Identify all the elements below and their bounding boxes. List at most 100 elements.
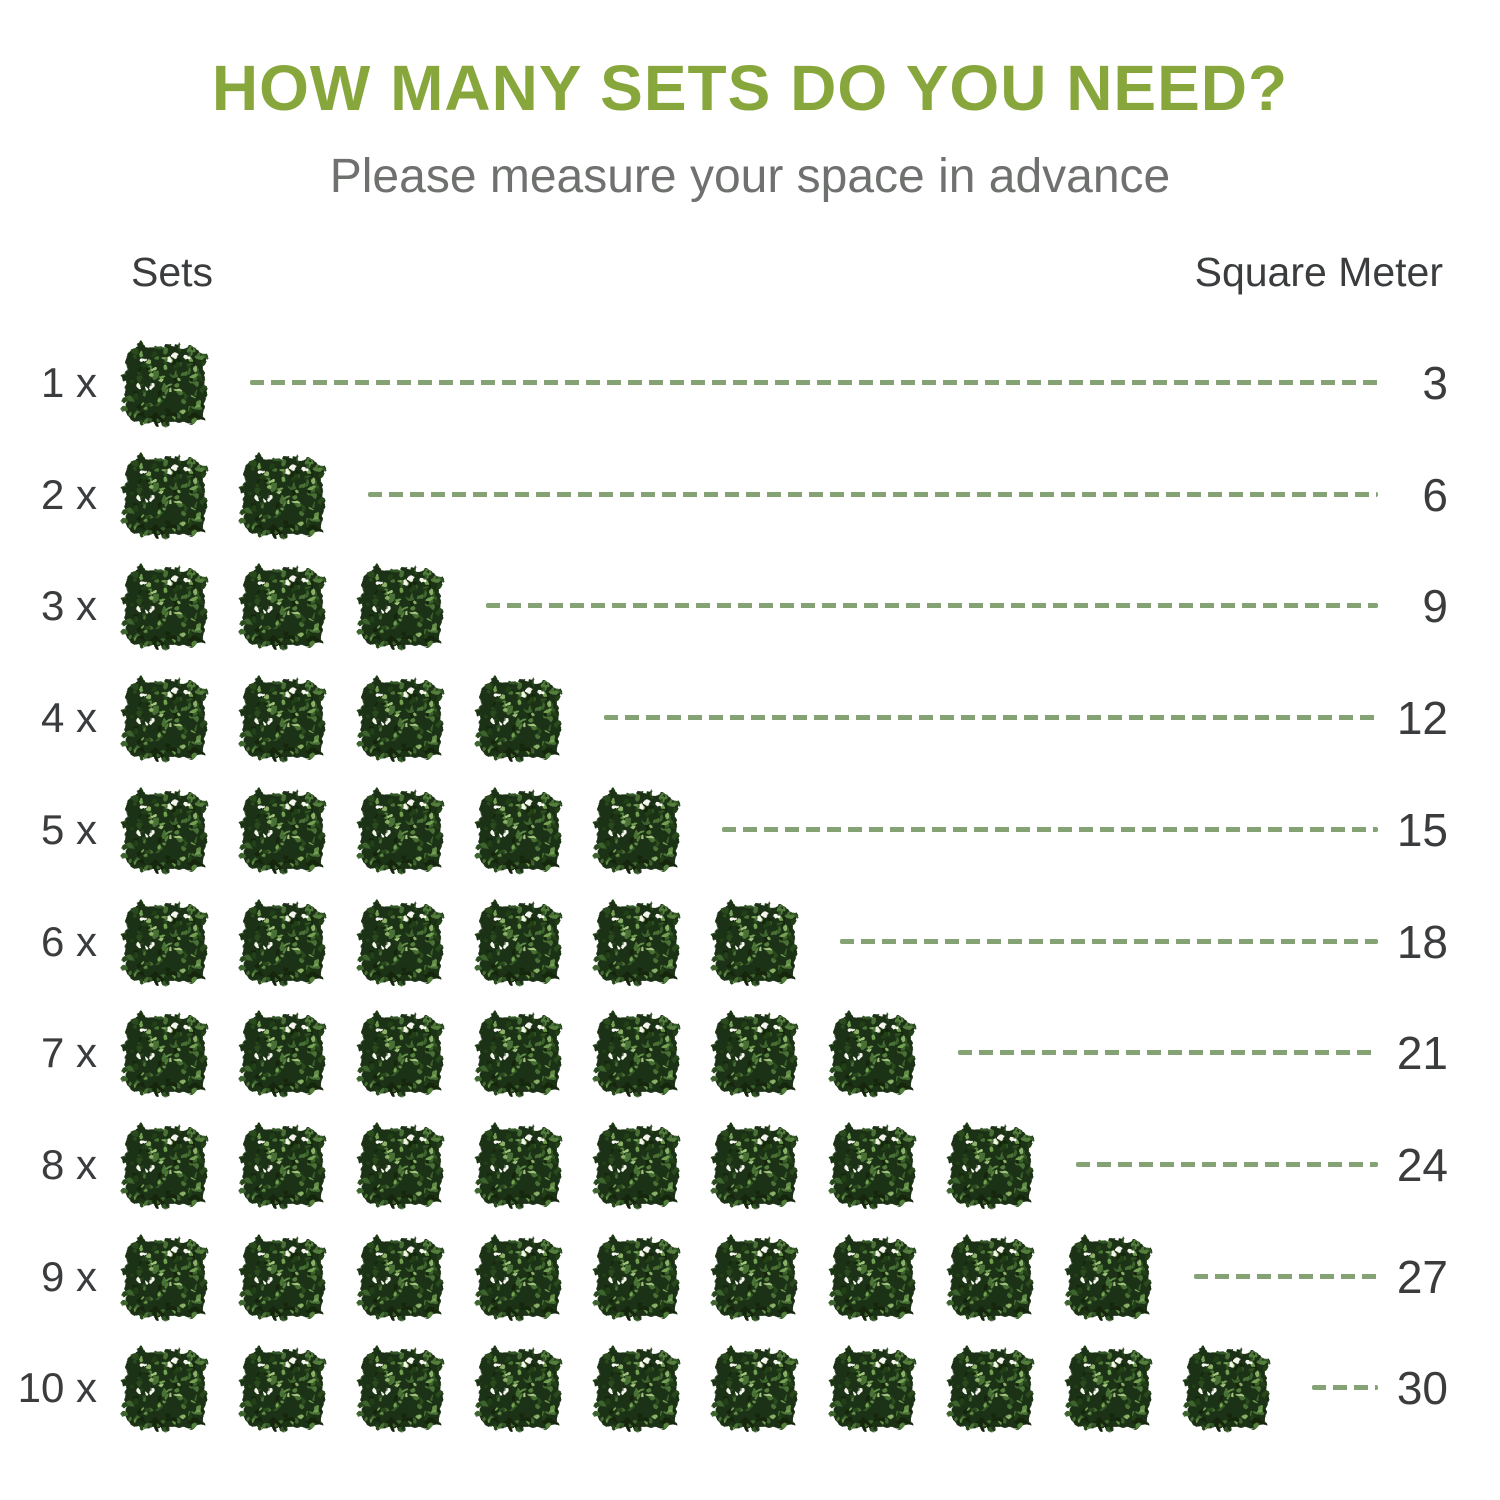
dashed-leader-line (1076, 1161, 1378, 1167)
sets-count-label: 2 x (40, 470, 97, 518)
hedge-tile-icon (590, 1008, 684, 1098)
hedge-tile-group (118, 1343, 1274, 1433)
pictograph-row: 10 x 30 (0, 1332, 1500, 1444)
hedge-tile-icon (118, 785, 212, 875)
hedge-tile-icon (826, 1343, 920, 1433)
square-meter-value: 9 (1422, 580, 1448, 633)
sets-count-label: 9 x (40, 1252, 97, 1300)
hedge-tile-icon (354, 897, 448, 987)
hedge-tile-icon (354, 1008, 448, 1098)
hedge-tile-group (118, 338, 212, 428)
sets-count-label: 1 x (40, 359, 97, 406)
hedge-tile-icon (708, 1232, 802, 1322)
square-meter-value: 3 (1422, 357, 1448, 409)
dashed-leader-line (958, 1050, 1378, 1056)
hedge-tile-group (118, 785, 684, 875)
hedge-tile-icon (590, 897, 684, 987)
hedge-tile-icon (236, 561, 330, 651)
square-meter-value: 12 (1396, 692, 1448, 745)
pictograph-row: 9 x 27 (0, 1221, 1500, 1333)
pictograph-row: 1 x 3 (0, 327, 1500, 439)
dashed-leader-line (840, 938, 1378, 944)
hedge-tile-group (118, 1232, 1156, 1322)
hedge-tile-icon (826, 1008, 920, 1098)
pictograph-row: 8 x 24 (0, 1109, 1500, 1221)
hedge-tile-icon (590, 1120, 684, 1210)
square-meter-value: 6 (1422, 468, 1448, 521)
hedge-tile-icon (472, 785, 566, 875)
dashed-leader-line (368, 491, 1378, 497)
hedge-tile-icon (236, 450, 330, 540)
hedge-tile-icon (944, 1232, 1038, 1322)
hedge-tile-icon (236, 1008, 330, 1098)
hedge-tile-icon (472, 1008, 566, 1098)
column-header-sets: Sets (131, 249, 214, 295)
pictograph-row: 5 x 15 (0, 774, 1500, 886)
sets-count-label: 3 x (40, 582, 97, 630)
hedge-tile-group (118, 673, 566, 763)
hedge-tile-icon (236, 1232, 330, 1322)
pictograph-row: 6 x 18 (0, 886, 1500, 998)
square-meter-value: 15 (1396, 803, 1448, 856)
hedge-tile-icon (826, 1232, 920, 1322)
dashed-leader-line (486, 603, 1378, 609)
hedge-tile-icon (1180, 1343, 1274, 1433)
page-subtitle: Please measure your space in advance (329, 150, 1171, 203)
hedge-tile-icon (590, 785, 684, 875)
square-meter-value: 24 (1396, 1138, 1448, 1191)
hedge-tile-icon (1062, 1343, 1156, 1433)
hedge-tile-group (118, 897, 802, 987)
hedge-tile-icon (236, 785, 330, 875)
square-meter-value: 21 (1396, 1027, 1448, 1080)
hedge-tile-group (118, 1008, 920, 1098)
dashed-leader-line (250, 380, 1378, 385)
hedge-tile-icon (708, 897, 802, 987)
pictograph-row: 3 x 9 (0, 550, 1500, 662)
square-meter-value: 30 (1396, 1362, 1448, 1415)
hedge-tile-icon (118, 1343, 212, 1433)
sets-count-label: 6 x (40, 917, 97, 965)
hedge-tile-icon (708, 1120, 802, 1210)
hedge-tile-icon (354, 561, 448, 651)
hedge-tile-icon (236, 897, 330, 987)
hedge-tile-icon (236, 1343, 330, 1433)
sets-count-label: 7 x (40, 1029, 97, 1077)
sets-count-label: 8 x (40, 1140, 97, 1188)
hedge-tile-icon (118, 1008, 212, 1098)
dashed-leader-line (1312, 1385, 1378, 1391)
square-meter-value: 27 (1396, 1250, 1448, 1303)
hedge-tile-icon (354, 673, 448, 763)
hedge-tile-icon (354, 785, 448, 875)
hedge-tile-icon (708, 1008, 802, 1098)
hedge-tile-group (118, 1120, 1038, 1210)
pictograph-row: 7 x 21 (0, 997, 1500, 1109)
hedge-tile-icon (944, 1343, 1038, 1433)
hedge-tile-icon (1062, 1232, 1156, 1322)
sets-count-label: 5 x (40, 805, 97, 853)
hedge-tile-icon (236, 1120, 330, 1210)
hedge-tile-icon (118, 450, 212, 540)
page-title: HOW MANY SETS DO YOU NEED? (211, 52, 1289, 124)
hedge-tile-group (118, 450, 330, 540)
sets-count-label: 10 x (17, 1364, 97, 1412)
hedge-tile-icon (472, 1232, 566, 1322)
hedge-tile-icon (354, 1343, 448, 1433)
hedge-tile-icon (118, 561, 212, 651)
hedge-tile-icon (590, 1343, 684, 1433)
sets-count-label: 4 x (40, 694, 97, 742)
hedge-tile-icon (472, 897, 566, 987)
hedge-tile-icon (118, 673, 212, 763)
dashed-leader-line (1194, 1273, 1378, 1279)
hedge-tile-icon (118, 1120, 212, 1210)
hedge-tile-icon (236, 673, 330, 763)
hedge-tile-icon (472, 673, 566, 763)
dashed-leader-line (604, 715, 1378, 721)
square-meter-value: 18 (1396, 915, 1448, 968)
pictograph-row: 2 x 6 (0, 439, 1500, 551)
dashed-leader-line (722, 826, 1378, 832)
hedge-tile-icon (826, 1120, 920, 1210)
hedge-tile-icon (354, 1120, 448, 1210)
column-header-square-meter: Square Meter (1194, 249, 1443, 295)
hedge-tile-icon (590, 1232, 684, 1322)
